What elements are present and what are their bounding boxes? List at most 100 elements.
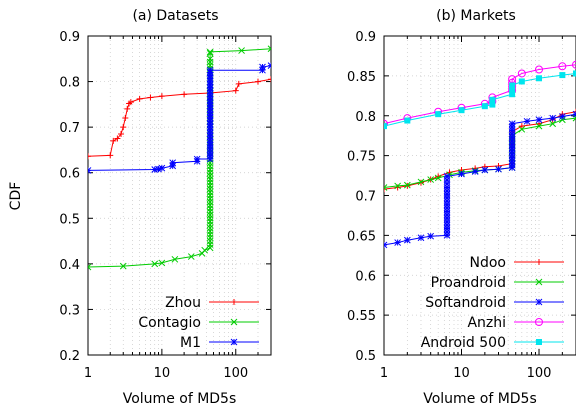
series-m1-point <box>206 78 214 85</box>
series-android-500-point <box>509 91 516 98</box>
series-contagio-point <box>206 227 214 235</box>
series-m1-point <box>193 155 201 163</box>
legend-marker <box>535 318 543 326</box>
series-contagio-point <box>88 263 92 271</box>
series-contagio-point <box>206 175 214 183</box>
series-zhou-point <box>235 80 242 87</box>
series-softandroid-point <box>508 120 516 128</box>
series-android-500-point <box>559 72 566 79</box>
series-softandroid-point <box>403 236 411 244</box>
series-zhou-point <box>181 91 188 98</box>
series-zhou-point <box>107 152 114 159</box>
series-softandroid-point <box>508 137 516 145</box>
series-anzhi-point <box>572 60 576 69</box>
series-softandroid-point <box>443 211 451 219</box>
series-m1-point <box>267 62 271 69</box>
series-contagio-point <box>206 214 214 222</box>
series-zhou-point <box>232 87 239 94</box>
series-m1-point <box>206 117 214 125</box>
series-softandroid-point <box>495 165 502 173</box>
x-axis-label: Volume of MD5s <box>123 391 237 407</box>
series-m1-point <box>206 66 214 74</box>
series-m1-point <box>206 138 214 146</box>
plot-frame <box>87 35 272 356</box>
series-contagio-point <box>206 221 214 229</box>
series-m1-point <box>206 123 214 131</box>
series-softandroid-point <box>443 218 451 226</box>
series-softandroid-point <box>508 150 516 158</box>
series-zhou-point <box>124 105 131 112</box>
series-android-500-point <box>435 111 442 118</box>
series-m1-point <box>151 166 159 173</box>
series-softandroid-point <box>443 194 451 202</box>
series-anzhi-point <box>517 69 526 78</box>
series-m1-point <box>206 114 214 122</box>
series-zhou-point <box>120 124 127 131</box>
series-m1-point <box>259 63 266 71</box>
series-m1-point <box>206 84 214 92</box>
y-tick-label: 0.4 <box>59 258 80 273</box>
series-proandroid-point <box>427 176 435 183</box>
series-zhou-point <box>158 93 165 100</box>
legend-marker <box>535 298 543 306</box>
series-android-500-point <box>536 75 543 82</box>
series-softandroid-point <box>508 144 516 152</box>
series-android-500-point <box>458 107 465 114</box>
series-contagio-point <box>206 179 214 186</box>
series-softandroid-point <box>384 241 388 249</box>
series-softandroid-point <box>443 221 451 229</box>
series-contagio-point <box>171 255 179 263</box>
legend-marker <box>536 259 542 265</box>
series-layer <box>384 60 576 249</box>
series-m1-point <box>206 155 214 163</box>
series-contagio-point <box>206 241 214 248</box>
series-m1-point <box>206 126 214 134</box>
series-contagio-point <box>206 49 214 57</box>
series-m1-point <box>206 108 214 116</box>
series-softandroid-point <box>427 232 435 240</box>
series-softandroid-point <box>481 166 489 174</box>
legend-label: Zhou <box>165 295 201 311</box>
series-softandroid-point <box>443 176 451 184</box>
series-m1-point <box>206 75 214 82</box>
series-zhou-point <box>118 130 125 137</box>
legend-marker <box>231 299 237 305</box>
x-axis-label: Volume of MD5s <box>423 391 537 407</box>
series-m1-point <box>206 105 214 113</box>
series-proandroid <box>384 114 576 191</box>
legend-label: Softandroid <box>425 295 506 311</box>
series-contagio-point <box>201 246 209 254</box>
x-tick-label: 1 <box>380 366 388 381</box>
series-zhou-point <box>88 153 91 160</box>
x-tick-label: 10 <box>453 366 470 381</box>
series-proandroid-point <box>535 122 543 130</box>
series-layer <box>88 45 271 271</box>
series-m1-point <box>158 164 166 172</box>
series-contagio-point <box>206 211 214 219</box>
series-softandroid-point <box>394 239 402 246</box>
x-tick-label: 100 <box>223 366 248 381</box>
series-contagio-point <box>158 259 166 267</box>
series-anzhi-point <box>384 119 388 128</box>
series-softandroid-line <box>384 113 576 246</box>
y-tick-label: 0.9 <box>59 30 80 45</box>
series-zhou-point <box>136 95 143 102</box>
series-android-500-point <box>404 117 411 124</box>
series-proandroid-point <box>417 178 425 186</box>
y-tick-label: 0.65 <box>347 229 376 244</box>
series-contagio-point <box>206 198 214 206</box>
series-contagio-point <box>206 231 214 238</box>
series-zhou-point <box>122 115 129 122</box>
series-contagio-point <box>206 166 214 173</box>
legend-label: Android 500 <box>421 335 506 351</box>
series-android-500-point <box>489 101 496 108</box>
series-softandroid-point <box>508 130 516 138</box>
series-contagio-point <box>206 182 214 190</box>
y-tick-label: 0.5 <box>355 349 376 364</box>
series-m1-point <box>206 148 214 156</box>
series-ndoo-point <box>518 123 525 130</box>
series-proandroid-point <box>518 125 526 133</box>
series-m1-point <box>206 72 214 79</box>
series-softandroid <box>384 110 576 249</box>
series-softandroid-point <box>443 204 451 212</box>
